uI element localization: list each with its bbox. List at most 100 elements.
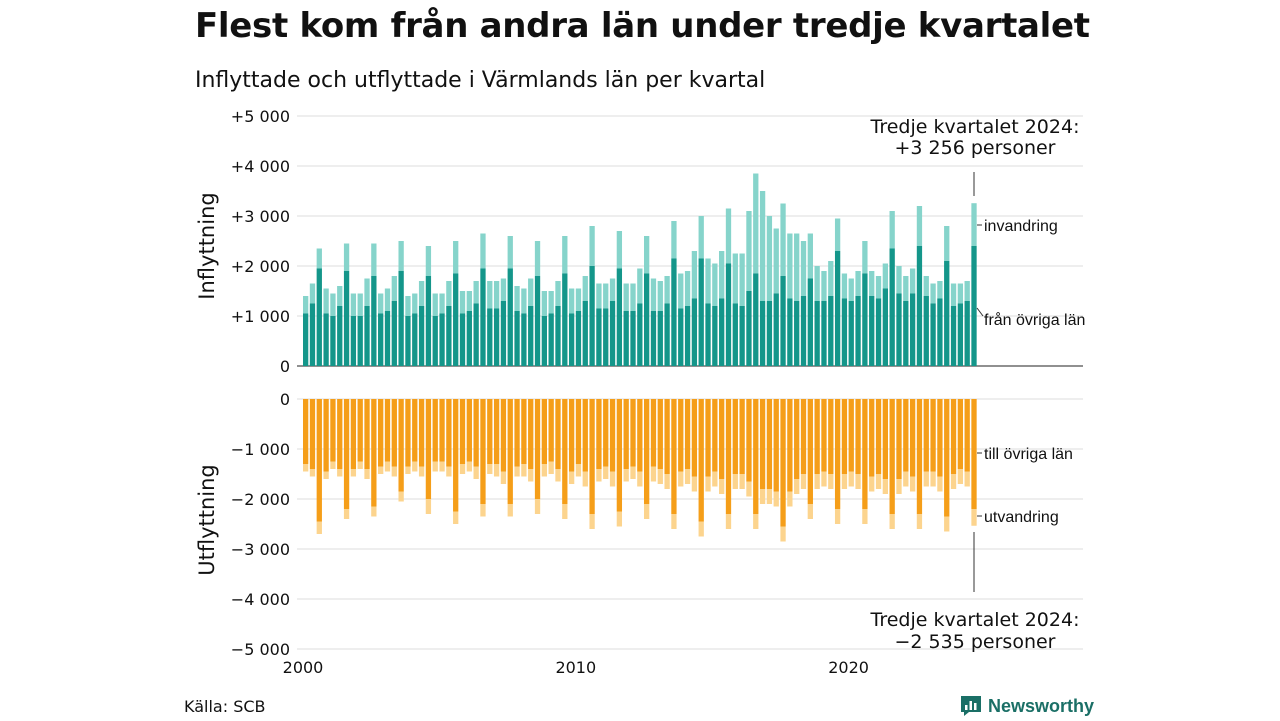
bar-till-ovriga-lan	[432, 399, 438, 462]
bar-invandring	[657, 281, 663, 311]
bar-invandring	[903, 276, 909, 301]
bars	[303, 173, 977, 542]
bar-utvandring	[644, 504, 650, 519]
y-tick-label-top: +5 000	[231, 107, 290, 126]
bar-fran-ovriga-lan	[698, 258, 704, 366]
bar-utvandring	[555, 469, 561, 482]
bar-till-ovriga-lan	[568, 399, 575, 472]
bar-invandring	[691, 251, 698, 299]
bar-fran-ovriga-lan	[671, 258, 677, 366]
bar-utvandring	[909, 476, 916, 492]
bar-invandring	[855, 271, 861, 296]
bar-till-ovriga-lan	[828, 399, 834, 474]
bar-fran-ovriga-lan	[739, 306, 745, 366]
bar-till-ovriga-lan	[405, 399, 411, 467]
bar-fran-ovriga-lan	[405, 316, 411, 366]
bar-fran-ovriga-lan	[869, 296, 875, 366]
bar-utvandring	[473, 466, 479, 479]
bar-till-ovriga-lan	[555, 399, 561, 469]
bar-utvandring	[548, 461, 554, 474]
bar-invandring	[705, 258, 711, 304]
bar-till-ovriga-lan	[534, 399, 541, 499]
bar-invandring	[794, 233, 800, 301]
bar-invandring	[589, 226, 595, 266]
bar-fran-ovriga-lan	[889, 248, 895, 366]
bar-invandring	[514, 286, 520, 311]
bar-till-ovriga-lan	[800, 399, 807, 474]
bar-fran-ovriga-lan	[719, 298, 725, 366]
bar-fran-ovriga-lan	[787, 298, 793, 366]
bar-fran-ovriga-lan	[398, 271, 404, 366]
bar-invandring	[650, 278, 657, 311]
bar-utvandring	[480, 504, 486, 517]
bar-invandring	[875, 276, 882, 299]
bar-till-ovriga-lan	[780, 399, 786, 527]
bar-till-ovriga-lan	[412, 399, 418, 462]
bar-fran-ovriga-lan	[909, 293, 916, 366]
bar-till-ovriga-lan	[814, 399, 820, 474]
bar-utvandring	[398, 491, 404, 502]
chart-subtitle: Inflyttade och utflyttade i Värmlands lä…	[195, 68, 766, 93]
bar-fran-ovriga-lan	[603, 308, 609, 366]
bar-till-ovriga-lan	[337, 399, 343, 469]
grid-lines	[297, 115, 1083, 650]
bar-fran-ovriga-lan	[575, 311, 582, 366]
bar-till-ovriga-lan	[944, 399, 950, 517]
bar-utvandring	[780, 526, 786, 542]
bar-till-ovriga-lan	[957, 399, 964, 469]
bar-invandring	[712, 263, 718, 306]
bar-till-ovriga-lan	[371, 399, 377, 507]
bar-invandring	[378, 293, 384, 314]
bar-till-ovriga-lan	[712, 399, 718, 472]
bar-utvandring	[759, 489, 766, 504]
bar-invandring	[787, 233, 793, 299]
bar-utvandring	[466, 461, 472, 472]
bar-till-ovriga-lan	[603, 399, 609, 467]
bar-till-ovriga-lan	[909, 399, 916, 477]
bar-invandring	[800, 241, 807, 296]
bar-utvandring	[862, 509, 868, 524]
bar-till-ovriga-lan	[323, 399, 329, 472]
bar-till-ovriga-lan	[671, 399, 677, 514]
bar-invandring	[575, 288, 582, 311]
bar-invandring	[869, 271, 875, 296]
annotation-top-line2: +3 256 personer	[895, 137, 1056, 159]
bar-till-ovriga-lan	[330, 399, 336, 462]
bar-till-ovriga-lan	[459, 399, 466, 464]
bar-fran-ovriga-lan	[862, 273, 868, 366]
bar-utvandring	[330, 461, 336, 469]
bar-till-ovriga-lan	[384, 399, 391, 462]
bar-fran-ovriga-lan	[794, 301, 800, 366]
bar-fran-ovriga-lan	[637, 303, 643, 366]
bar-fran-ovriga-lan	[630, 311, 636, 366]
bar-invandring	[425, 246, 432, 276]
bar-fran-ovriga-lan	[834, 251, 841, 366]
bar-fran-ovriga-lan	[684, 306, 691, 366]
bar-invandring	[466, 291, 472, 311]
bar-invandring	[323, 288, 329, 314]
bar-fran-ovriga-lan	[589, 266, 595, 366]
bar-till-ovriga-lan	[473, 399, 479, 467]
bar-till-ovriga-lan	[309, 399, 316, 469]
bar-fran-ovriga-lan	[746, 291, 752, 366]
bar-fran-ovriga-lan	[957, 303, 964, 366]
y-tick-label-top: 0	[280, 357, 290, 376]
bar-fran-ovriga-lan	[473, 303, 479, 366]
bar-fran-ovriga-lan	[944, 261, 950, 366]
bar-fran-ovriga-lan	[650, 311, 657, 366]
series-label-fran-ovriga-lan-leader	[976, 307, 984, 317]
bar-till-ovriga-lan	[705, 399, 711, 477]
bar-utvandring	[391, 466, 397, 477]
bar-utvandring	[794, 479, 800, 494]
bar-invandring	[725, 208, 732, 264]
bar-till-ovriga-lan	[541, 399, 547, 464]
bar-fran-ovriga-lan	[800, 296, 807, 366]
bar-fran-ovriga-lan	[916, 246, 923, 366]
bar-till-ovriga-lan	[480, 399, 486, 504]
bar-utvandring	[350, 469, 357, 477]
bar-utvandring	[609, 471, 616, 487]
bar-invandring	[896, 266, 902, 294]
bar-till-ovriga-lan	[303, 399, 309, 464]
bar-utvandring	[957, 469, 964, 484]
bar-invandring	[841, 273, 848, 299]
